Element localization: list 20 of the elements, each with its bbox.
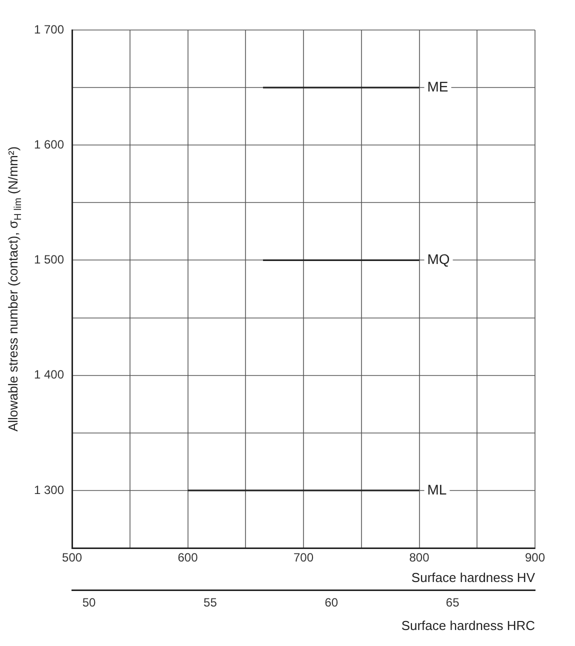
x2-tick-label: 50 (82, 596, 96, 610)
y-tick-label: 1 300 (34, 482, 64, 497)
x-tick-label: 600 (178, 550, 198, 565)
x2-tick-label: 55 (204, 596, 218, 610)
x2-tick-label: 65 (446, 596, 460, 610)
x2-tick-label: 60 (324, 596, 338, 610)
x-tick-label: 500 (62, 550, 82, 565)
x-tick-label: 800 (409, 550, 430, 565)
x-tick-label: 900 (524, 550, 546, 565)
y-tick-label: 1 500 (34, 252, 64, 267)
y-tick-label: 1 600 (34, 137, 64, 152)
x2-axis-title: Surface hardness HRC (401, 618, 535, 633)
x-tick-label: 700 (294, 550, 314, 565)
series-label: MQ (427, 251, 450, 268)
series-label: ME (427, 78, 448, 94)
y-tick-label: 1 700 (34, 22, 64, 36)
series-label: ML (427, 481, 447, 498)
y-axis-title: Allowable stress number (contact), σH lim (N/mm²) (6, 146, 24, 432)
x-axis-title: Surface hardness HV (411, 570, 536, 585)
y-tick-label: 1 400 (34, 368, 64, 382)
